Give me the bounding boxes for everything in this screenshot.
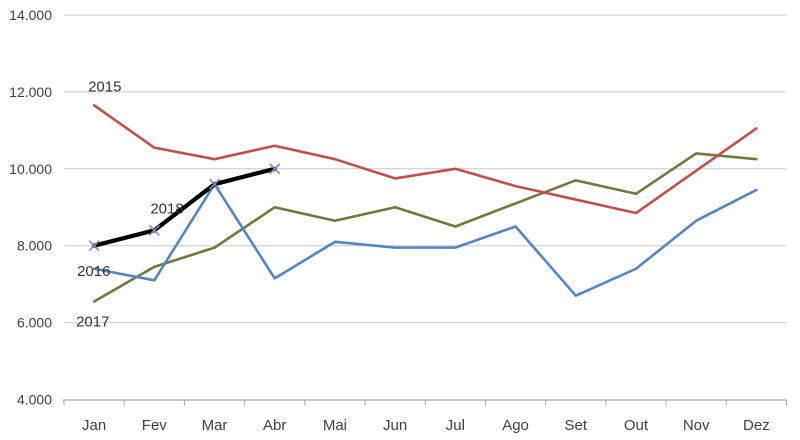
y-tick-label: 6.000	[17, 315, 52, 331]
x-tick-label: Ago	[502, 417, 529, 434]
x-tick-label: Dez	[743, 417, 770, 434]
series-line-2016	[92, 182, 758, 297]
y-tick-label: 10.000	[9, 161, 52, 177]
series-label-2015: 2015	[88, 78, 121, 95]
x-tick-label: Mai	[323, 417, 347, 434]
y-tick-label: 12.000	[9, 84, 52, 100]
x-tick-label: Jul	[446, 417, 465, 434]
x-marker	[148, 224, 160, 236]
x-marker	[269, 163, 281, 175]
x-tick-label: Jun	[383, 417, 407, 434]
series-label-2016: 2016	[77, 263, 110, 280]
x-tick-label: Nov	[683, 417, 710, 434]
y-tick-label: 8.000	[17, 238, 52, 254]
x-tick-label: Mar	[202, 417, 228, 434]
x-tick-label: Out	[624, 417, 649, 434]
x-tick-label: Jan	[82, 417, 106, 434]
series-label-2018: 2018	[150, 200, 183, 217]
series-line-2017	[92, 152, 758, 303]
x-marker	[208, 178, 221, 190]
series-line-2015	[92, 104, 758, 215]
series-label-2017: 2017	[76, 313, 109, 330]
y-tick-label: 4.000	[17, 392, 52, 408]
y-tick-label: 14.000	[9, 7, 52, 23]
x-marker	[88, 240, 100, 252]
x-tick-label: Set	[565, 417, 588, 434]
x-tick-label: Abr	[263, 417, 286, 434]
series-line-2018	[92, 166, 277, 248]
x-tick-label: Fev	[142, 417, 168, 434]
